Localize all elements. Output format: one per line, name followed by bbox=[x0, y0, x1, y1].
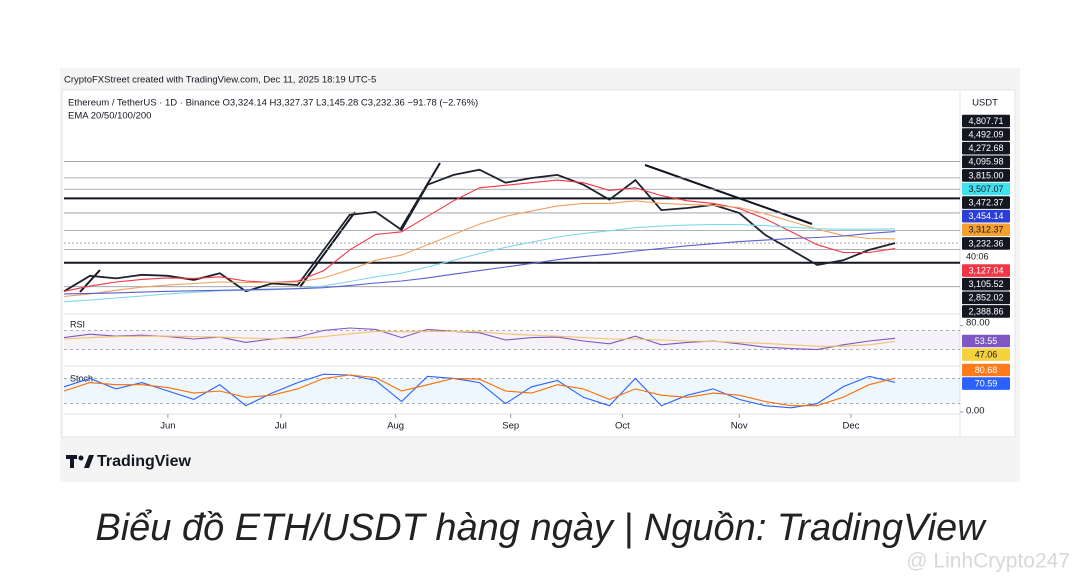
y-tick-label: 0.00 bbox=[966, 406, 985, 417]
value-box-label: 70.59 bbox=[975, 378, 998, 388]
value-box bbox=[962, 196, 1010, 209]
value-box-label: 47.06 bbox=[975, 349, 998, 359]
tv-logo-icon bbox=[66, 455, 94, 468]
series-line bbox=[63, 373, 896, 409]
y-tick-label: 80.00 bbox=[966, 318, 990, 329]
value-box bbox=[962, 155, 1010, 169]
trend-line bbox=[644, 164, 813, 225]
rsi-title: RSI bbox=[70, 319, 85, 329]
value-box bbox=[962, 223, 1010, 237]
series-line bbox=[63, 200, 896, 298]
series-line bbox=[63, 179, 896, 292]
caption: Biểu đồ ETH/USDT hàng ngày | Nguồn: Trad… bbox=[95, 507, 987, 549]
value-box-label: 3,507.07 bbox=[968, 184, 1003, 194]
axis-unit: USDT bbox=[972, 98, 998, 109]
watermark: @ LinhCrypto247 bbox=[906, 550, 1070, 573]
value-box-label: 3,472.37 bbox=[968, 197, 1003, 207]
value-box-label: 80.68 bbox=[975, 365, 998, 375]
countdown: 40:06 bbox=[966, 251, 989, 261]
value-box-label: 3,312.37 bbox=[968, 225, 1003, 235]
value-box bbox=[962, 114, 1010, 128]
value-box bbox=[962, 348, 1010, 361]
value-box-label: 4,095.98 bbox=[968, 157, 1003, 167]
indicator-title: EMA 20/50/100/200 bbox=[68, 111, 151, 122]
value-box-label: 3,454.14 bbox=[968, 211, 1003, 221]
x-tick-label: Aug bbox=[387, 421, 404, 432]
series-line bbox=[63, 330, 896, 347]
value-box bbox=[962, 141, 1010, 155]
value-box-label: 4,272.68 bbox=[968, 143, 1003, 153]
x-tick-label: Sep bbox=[502, 421, 519, 432]
chart-credit: CryptoFXStreet created with TradingView.… bbox=[64, 75, 376, 86]
value-box bbox=[962, 182, 1010, 196]
series-line bbox=[63, 374, 896, 407]
value-box-label: 53.55 bbox=[975, 336, 998, 346]
value-box-label: 3,232.36 bbox=[968, 238, 1003, 248]
trend-line bbox=[79, 269, 101, 293]
value-box bbox=[962, 209, 1010, 223]
logo-part bbox=[78, 455, 84, 461]
x-tick-label: Jun bbox=[160, 421, 175, 432]
logo-part bbox=[70, 455, 74, 468]
series-line bbox=[63, 224, 896, 303]
value-box bbox=[962, 305, 1010, 318]
value-box bbox=[962, 363, 1010, 377]
value-box-label: 4,492.09 bbox=[968, 129, 1003, 139]
series-line bbox=[63, 327, 896, 351]
logo-part bbox=[84, 455, 94, 468]
value-box-label: 3,815.00 bbox=[968, 170, 1003, 180]
value-box bbox=[962, 237, 1010, 250]
value-box-label: 2,388.86 bbox=[968, 306, 1003, 316]
x-tick-label: Oct bbox=[615, 421, 630, 432]
x-tick-label: Nov bbox=[731, 421, 748, 432]
value-box bbox=[962, 291, 1010, 305]
x-tick-label: Jul bbox=[275, 421, 287, 432]
symbol-info: Ethereum / TetherUS · 1D · Binance O3,32… bbox=[68, 98, 478, 109]
value-box bbox=[962, 334, 1010, 348]
value-box bbox=[962, 264, 1010, 277]
value-box-label: 3,127.04 bbox=[968, 265, 1003, 275]
stoch-title: Stoch bbox=[70, 373, 93, 383]
value-box-label: 2,852.02 bbox=[968, 293, 1003, 303]
value-box bbox=[962, 377, 1010, 390]
value-box bbox=[962, 277, 1010, 291]
value-box bbox=[962, 169, 1010, 182]
x-tick-label: Dec bbox=[842, 421, 859, 432]
band bbox=[64, 330, 960, 350]
value-box bbox=[962, 128, 1010, 141]
value-box-label: 3,105.52 bbox=[968, 279, 1003, 289]
value-box-label: 4,807.71 bbox=[968, 116, 1003, 126]
logo-text: TradingView bbox=[97, 453, 192, 470]
series-line bbox=[63, 231, 896, 295]
